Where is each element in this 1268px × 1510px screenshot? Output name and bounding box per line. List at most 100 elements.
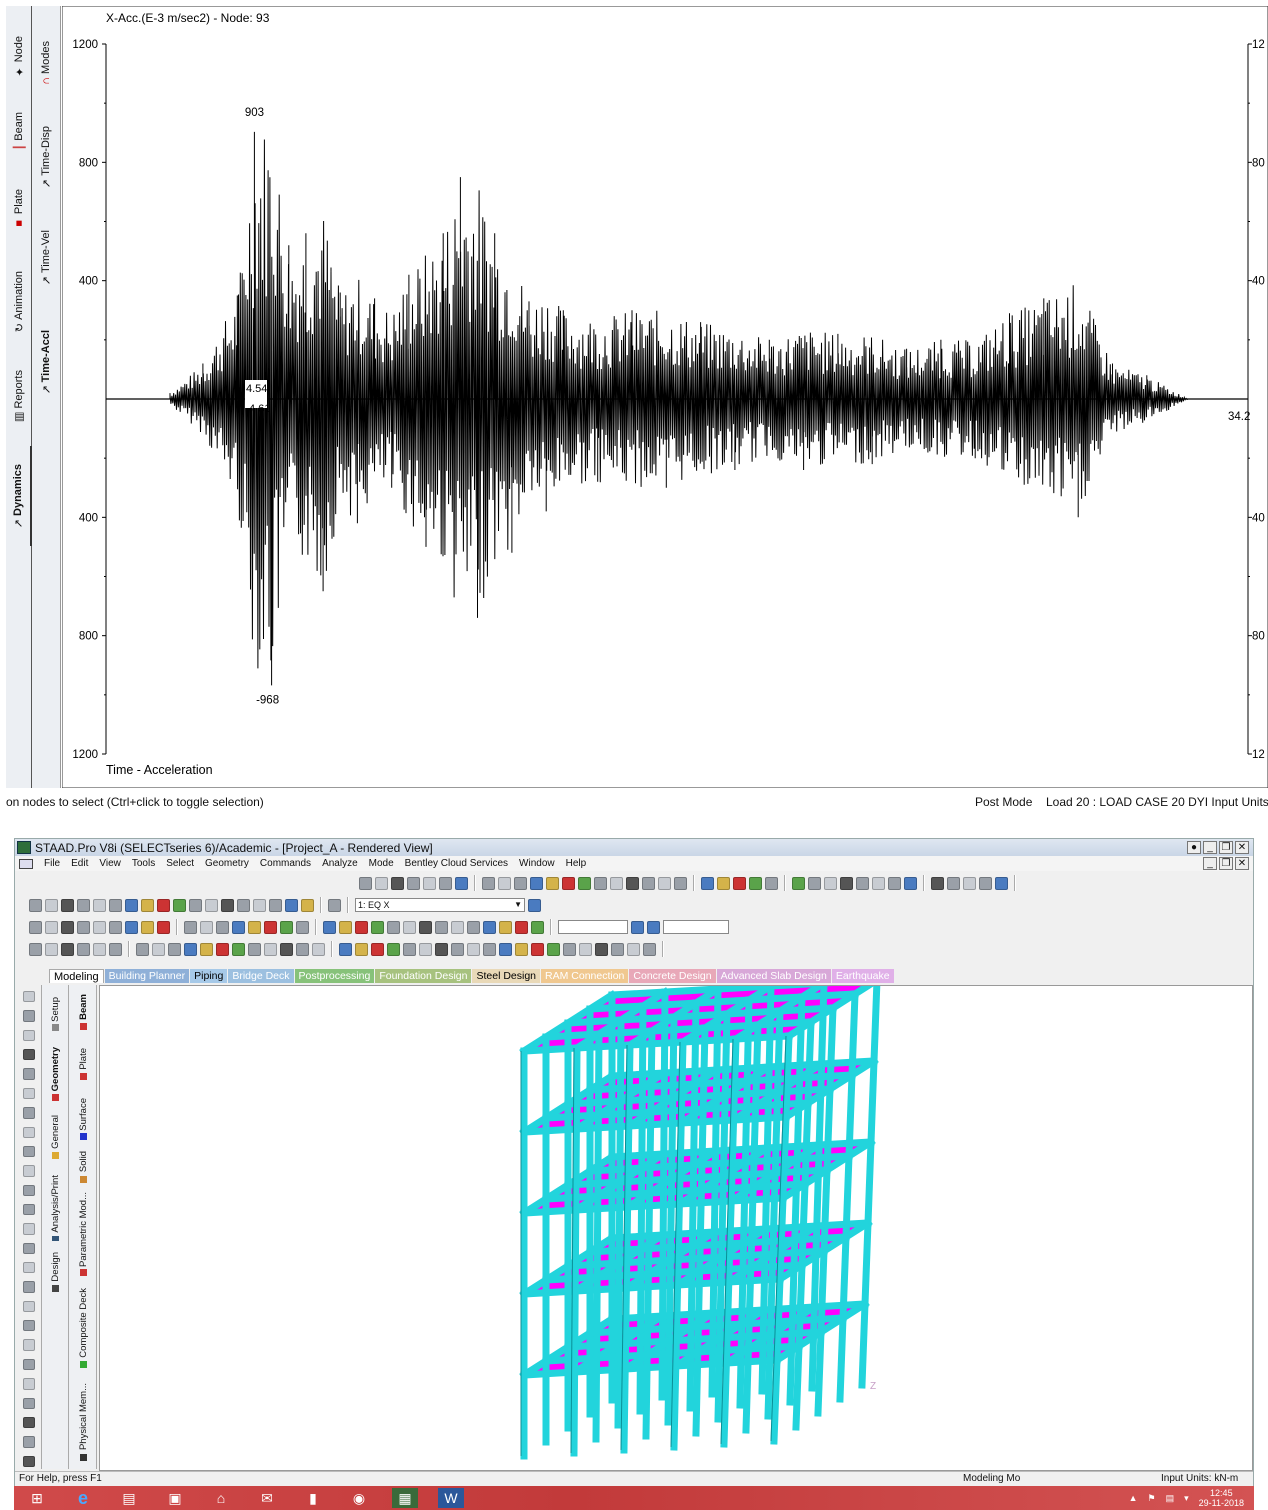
toolbar-tool-button[interactable] bbox=[93, 942, 106, 956]
toolbar-tool-button[interactable] bbox=[403, 920, 416, 934]
toolbar-tool-button[interactable] bbox=[435, 942, 448, 956]
cursor-tool-button[interactable] bbox=[23, 1397, 35, 1409]
cursor-tool-button[interactable] bbox=[23, 1358, 35, 1371]
toolbar-tool-button[interactable] bbox=[701, 876, 714, 890]
toolbar-tool-button[interactable] bbox=[125, 920, 138, 934]
page-tab-geometry[interactable]: Geometry bbox=[42, 1045, 69, 1103]
toolbar-tool-button[interactable] bbox=[216, 942, 229, 956]
toolbar-tool-button[interactable] bbox=[168, 942, 181, 956]
toolbar-tool-button[interactable] bbox=[643, 942, 656, 956]
toolbar-tool-button[interactable] bbox=[375, 876, 388, 890]
toolbar-tool-button[interactable] bbox=[499, 920, 512, 934]
word-icon[interactable]: W bbox=[438, 1488, 464, 1508]
toolbar-tool-button[interactable] bbox=[29, 920, 42, 934]
mdi-restore-button[interactable]: ❐ bbox=[1219, 857, 1233, 870]
toolbar-tool-button[interactable] bbox=[733, 876, 746, 890]
toolbar-tool-button[interactable] bbox=[359, 876, 372, 890]
toolbar-tool-button[interactable] bbox=[269, 898, 282, 912]
chrome-icon[interactable]: ◉ bbox=[352, 1489, 366, 1506]
menu-geometry[interactable]: Geometry bbox=[205, 858, 249, 869]
page-tab-physical-mem-[interactable]: Physical Mem... bbox=[70, 1379, 97, 1465]
toolbar-tool-button[interactable] bbox=[947, 876, 960, 890]
workflow-tab-foundation-design[interactable]: Foundation Design bbox=[375, 969, 472, 983]
toolbar-tool-button[interactable] bbox=[595, 942, 608, 956]
toolbar-tool-button[interactable] bbox=[423, 876, 436, 890]
page-tab-plate[interactable]: Plate bbox=[70, 1039, 97, 1089]
rendered-view-viewport[interactable]: Z bbox=[99, 985, 1253, 1471]
toolbar-tool-button[interactable] bbox=[280, 942, 293, 956]
toolbar-tool-button[interactable] bbox=[301, 898, 314, 912]
page-tab-composite-deck[interactable]: Composite Deck bbox=[70, 1287, 97, 1369]
workflow-tab-steel-design[interactable]: Steel Design bbox=[472, 969, 541, 983]
cursor-tool-button[interactable] bbox=[23, 1320, 35, 1332]
toolbar-tool-button[interactable] bbox=[407, 876, 420, 890]
toolbar-tool-button[interactable] bbox=[248, 942, 261, 956]
toolbar-tool-button[interactable] bbox=[995, 876, 1008, 890]
toolbar-tool-button[interactable] bbox=[499, 942, 512, 956]
workflow-tab-bridge-deck[interactable]: Bridge Deck bbox=[228, 969, 294, 983]
document-icon[interactable] bbox=[19, 858, 33, 869]
toolbar-tool-button[interactable] bbox=[931, 876, 944, 890]
toolbar-tool-button[interactable] bbox=[296, 920, 309, 934]
menu-mode[interactable]: Mode bbox=[368, 858, 394, 869]
toolbar-tool-button[interactable] bbox=[451, 920, 464, 934]
user-icon[interactable]: ● bbox=[1187, 841, 1201, 854]
toolbar-tool-button[interactable] bbox=[467, 942, 480, 956]
side-tab-time-disp[interactable]: Time-Disp ↗ bbox=[33, 114, 59, 200]
toolbar-tool-button[interactable] bbox=[264, 920, 277, 934]
toolbar-tool-button[interactable] bbox=[387, 942, 400, 956]
help-icon[interactable] bbox=[528, 898, 541, 912]
toolbar-tool-button[interactable] bbox=[482, 876, 495, 890]
toolbar-tool-button[interactable] bbox=[45, 942, 58, 956]
cursor-tool-button[interactable] bbox=[23, 1145, 35, 1158]
minimize-button[interactable]: _ bbox=[1203, 841, 1217, 854]
page-tab-design[interactable]: Design bbox=[42, 1247, 69, 1297]
workflow-tab-advanced-slab-design[interactable]: Advanced Slab Design bbox=[716, 969, 831, 983]
tray-network-icon[interactable]: ▤ bbox=[1165, 1492, 1175, 1503]
toolbar-tool-button[interactable] bbox=[579, 942, 592, 956]
toolbar-tool-button[interactable] bbox=[77, 942, 90, 956]
toolbar-tool-button[interactable] bbox=[856, 876, 869, 890]
app-icon[interactable]: ▮ bbox=[309, 1489, 317, 1506]
toolbar-tool-button[interactable] bbox=[141, 920, 154, 934]
workflow-tab-piping[interactable]: Piping bbox=[190, 969, 228, 983]
side-tab-node[interactable]: Node ✦ bbox=[6, 26, 32, 88]
toolbar-tool-button[interactable] bbox=[717, 876, 730, 890]
toolbar-tool-button[interactable] bbox=[141, 898, 154, 912]
cursor-tool-button[interactable] bbox=[23, 1339, 35, 1351]
toolbar-tool-button[interactable] bbox=[578, 876, 591, 890]
toolbar-tool-button[interactable] bbox=[45, 920, 58, 934]
toolbar-tool-button[interactable] bbox=[483, 942, 496, 956]
toolbar-tool-button[interactable] bbox=[93, 898, 106, 912]
toolbar-tool-button[interactable] bbox=[627, 942, 640, 956]
toolbar-tool-button[interactable] bbox=[546, 876, 559, 890]
toolbar-tool-button[interactable] bbox=[29, 942, 42, 956]
toolbar-tool-button[interactable] bbox=[136, 942, 149, 956]
menu-file[interactable]: File bbox=[44, 858, 61, 869]
load-case-select[interactable]: 1: EQ X ▼ bbox=[355, 898, 525, 912]
toolbar-tool-button[interactable] bbox=[514, 876, 527, 890]
cursor-tool-button[interactable] bbox=[23, 1087, 35, 1100]
workflow-tab-concrete-design[interactable]: Concrete Design bbox=[629, 969, 716, 983]
side-tab-animation[interactable]: Animation ↻ bbox=[6, 252, 32, 352]
toolbar-tool-button[interactable] bbox=[562, 876, 575, 890]
toolbar-tool-button[interactable] bbox=[808, 876, 821, 890]
file-explorer-icon[interactable]: ▤ bbox=[122, 1489, 136, 1506]
workflow-tab-building-planner[interactable]: Building Planner bbox=[104, 969, 190, 983]
toolbar-tool-button[interactable] bbox=[647, 920, 660, 934]
toolbar-tool-button[interactable] bbox=[419, 920, 432, 934]
cursor-tool-button[interactable] bbox=[23, 1049, 35, 1061]
cursor-tool-button[interactable] bbox=[23, 1068, 35, 1080]
toolbar-tool-button[interactable] bbox=[498, 876, 511, 890]
toolbar-tool-button[interactable] bbox=[157, 920, 170, 934]
toolbar-tool-button[interactable] bbox=[626, 876, 639, 890]
toolbar-tool-button[interactable] bbox=[285, 898, 298, 912]
toolbar-tool-button[interactable] bbox=[642, 876, 655, 890]
mdi-minimize-button[interactable]: _ bbox=[1203, 857, 1217, 870]
toolbar-tool-button[interactable] bbox=[355, 942, 368, 956]
menu-help[interactable]: Help bbox=[565, 858, 587, 869]
toolbar-tool-button[interactable] bbox=[77, 920, 90, 934]
toolbar-tool-button[interactable] bbox=[371, 920, 384, 934]
cursor-tool-button[interactable] bbox=[23, 1455, 35, 1467]
toolbar-tool-button[interactable] bbox=[237, 898, 250, 912]
